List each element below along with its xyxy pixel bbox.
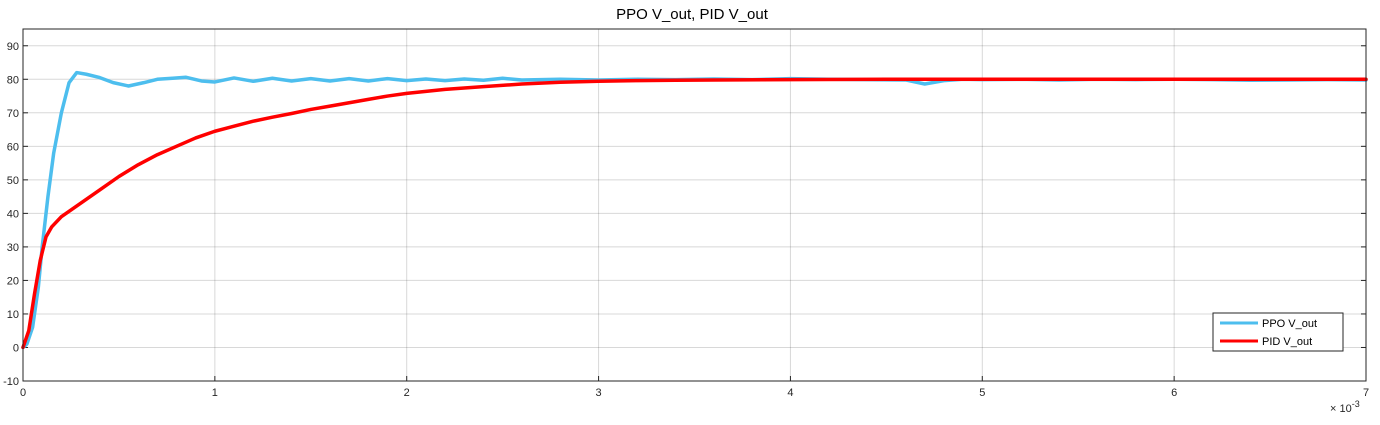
x-exponent-power: -3 [1352, 399, 1360, 409]
x-tick-label: 1 [212, 387, 218, 399]
y-tick-label: 0 [13, 342, 19, 354]
y-tick-label: 30 [7, 242, 19, 254]
y-tick-label: 20 [7, 275, 19, 287]
x-tick-label: 3 [596, 387, 602, 399]
y-tick-label: 80 [7, 74, 19, 86]
svg-text:× 10-3: × 10-3 [1330, 399, 1360, 415]
x-axis-exponent: × 10-3 [1330, 399, 1360, 415]
x-tick-label: 2 [404, 387, 410, 399]
legend-box [1212, 312, 1344, 352]
x-tick-label: 4 [787, 387, 793, 399]
legend-label-ppo: PPO V_out [1262, 318, 1317, 330]
legend: PPO V_out PID V_out [1212, 312, 1344, 352]
y-tick-label: -10 [3, 376, 19, 388]
x-tick-label: 7 [1363, 387, 1369, 399]
y-tick-label: 10 [7, 309, 19, 321]
plot-area-border [22, 28, 1367, 382]
y-tick-label: 90 [7, 41, 19, 53]
y-tick-label: 70 [7, 108, 19, 120]
legend-label-pid: PID V_out [1262, 336, 1312, 348]
y-tick-label: 40 [7, 208, 19, 220]
chart-title: PPO V_out, PID V_out [616, 6, 769, 23]
x-tick-label: 0 [20, 387, 26, 399]
x-tick-label: 6 [1171, 387, 1177, 399]
y-tick-label: 50 [7, 175, 19, 187]
x-exponent-base: × 10 [1330, 403, 1352, 415]
x-tick-label: 5 [979, 387, 985, 399]
series-lines [21, 70, 1368, 350]
y-tick-label: 60 [7, 141, 19, 153]
series-line-pid [21, 77, 1368, 350]
x-axis-ticks: 0 1 2 3 4 5 6 7 [20, 376, 1369, 399]
